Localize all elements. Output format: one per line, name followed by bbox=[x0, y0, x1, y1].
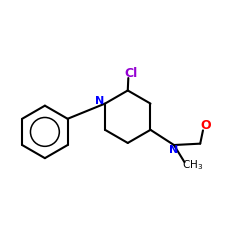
Text: Cl: Cl bbox=[124, 66, 137, 80]
Text: CH$_3$: CH$_3$ bbox=[182, 158, 203, 172]
Text: O: O bbox=[200, 119, 211, 132]
Text: N: N bbox=[96, 96, 105, 106]
Text: N: N bbox=[169, 145, 178, 155]
